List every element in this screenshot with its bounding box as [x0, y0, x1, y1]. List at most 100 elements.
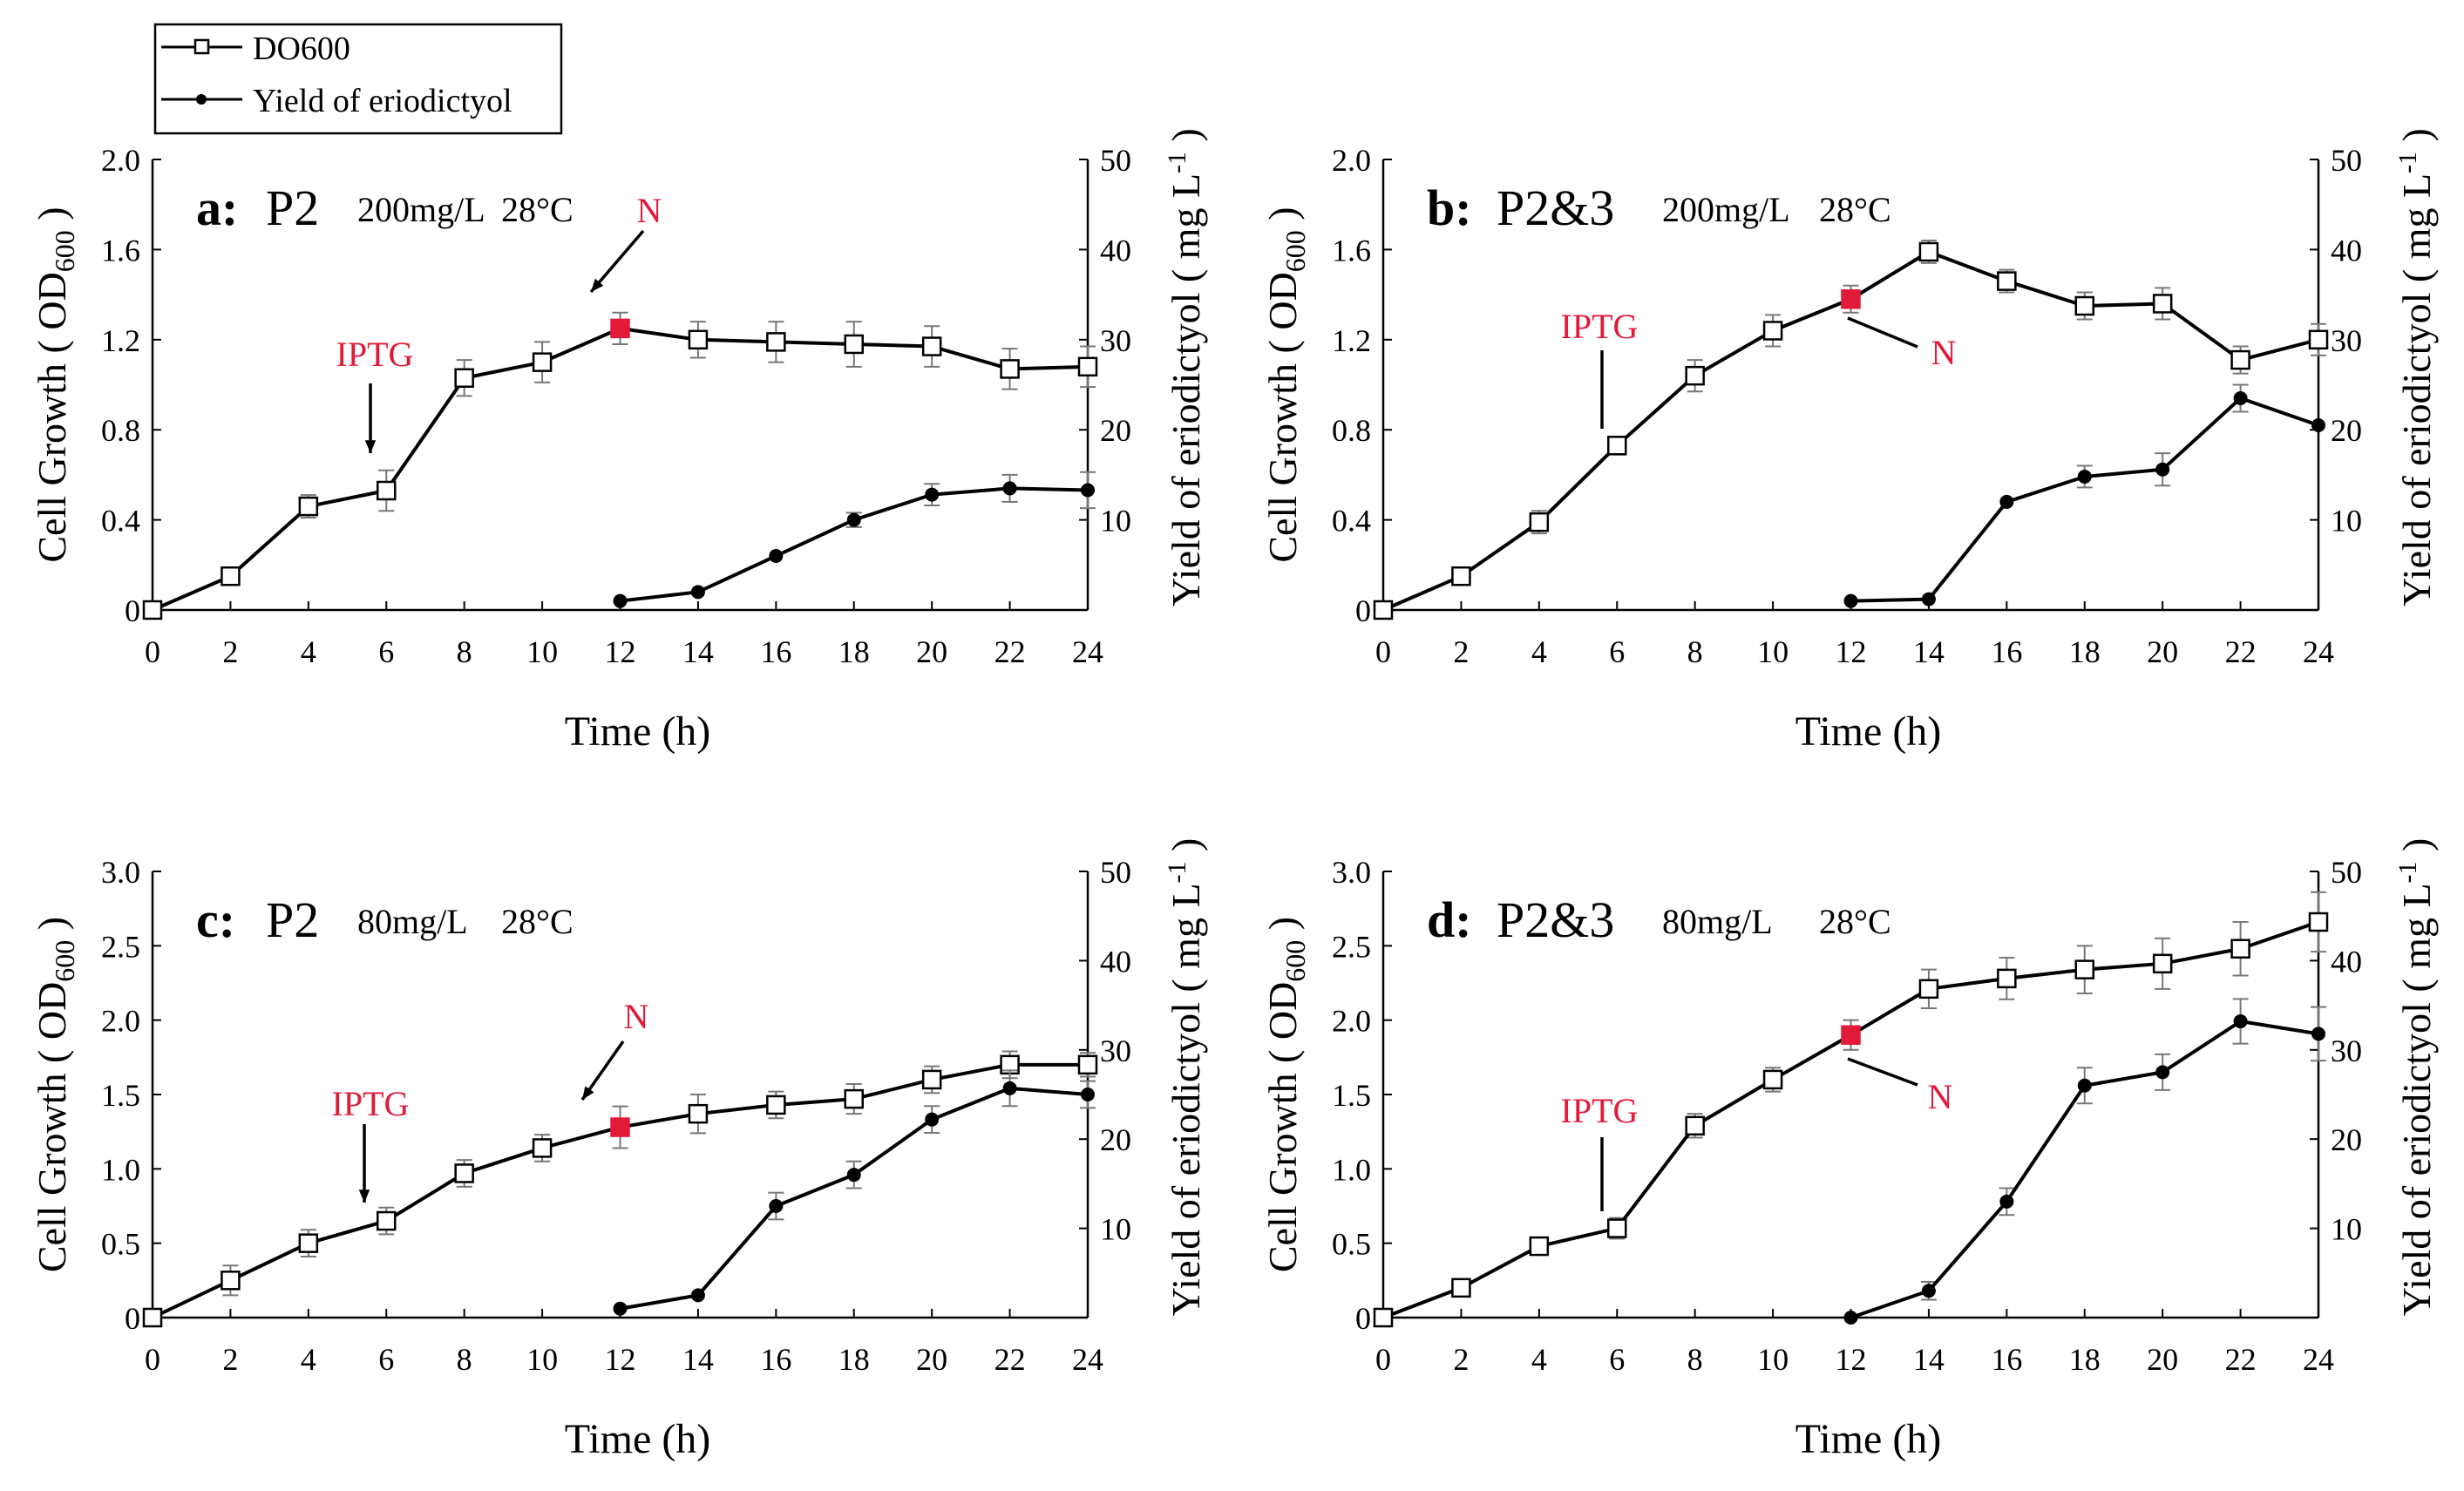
od600-marker: [2230, 939, 2250, 959]
od600-series: [142, 311, 1098, 620]
yield-marker: [1081, 1088, 1095, 1101]
od600-marker: [1607, 436, 1627, 456]
od600-marker: [2074, 295, 2094, 316]
y-right-tick-label: 40: [2331, 944, 2362, 979]
x-tick-label: 24: [1072, 1342, 1103, 1377]
annotation-arrowhead: [364, 440, 377, 453]
yield-marker: [2077, 1078, 2092, 1093]
od600-marker: [1529, 512, 1550, 532]
annotation-arrow: [589, 229, 645, 294]
y-left-axis-label: Cell Growth ( OD600 ): [30, 207, 80, 562]
panel-title-letter: b:: [1427, 180, 1472, 236]
y-right-tick-label: 10: [1100, 1212, 1131, 1247]
x-tick-label: 16: [760, 634, 791, 669]
y-right-axis-label: Yield of eriodictyol ( mg L-1 ): [2393, 128, 2439, 607]
legend-yield-marker: [196, 94, 207, 105]
y-left-tick-label: 0: [125, 1301, 140, 1336]
od600-marker: [1918, 979, 1939, 1000]
y-right-tick-label: 50: [1100, 143, 1131, 178]
x-tick-label: 18: [2069, 634, 2101, 669]
y-left-tick-label: 1.5: [1332, 1078, 1371, 1113]
od600-marker: [1077, 356, 1098, 377]
y-right-tick-label: 10: [2331, 504, 2362, 539]
y-left-tick-label: 1.0: [101, 1152, 140, 1187]
x-tick-label: 18: [838, 1342, 870, 1377]
od600-marker: [2152, 953, 2173, 974]
yield-marker: [613, 1301, 628, 1316]
yield-marker: [2311, 1027, 2325, 1041]
panel-condition: 28°C: [1819, 190, 1891, 229]
y-right-tick-label: 50: [2331, 855, 2362, 890]
x-tick-label: 2: [1453, 1342, 1469, 1377]
x-tick-label: 6: [1609, 1342, 1625, 1377]
od600-marker: [1997, 968, 2017, 989]
od600-marker: [532, 1138, 553, 1158]
od600-series: [1373, 891, 2329, 1328]
annotation-arrowhead: [358, 1189, 370, 1203]
chart-panel-c: 0 2 4 6 8 10 12 14 16 18 20 22 2400.51.01.52.02.53.0…: [30, 838, 1208, 1462]
od600-marker: [377, 1210, 397, 1231]
y-left-tick-label: 2.5: [1332, 929, 1371, 964]
od600-marker: [1685, 1115, 1705, 1136]
x-tick-label: 4: [1531, 1342, 1547, 1377]
panel-title-strain: P2: [266, 180, 319, 236]
y-left-axis-label: Cell Growth ( OD600 ): [1260, 207, 1311, 562]
n-annotation: N: [1847, 1057, 1952, 1116]
annotation-label: IPTG: [332, 1084, 410, 1123]
y-right-tick-label: 40: [1100, 944, 1131, 979]
y-right-tick-label: 30: [1100, 1034, 1131, 1068]
yield-marker: [2233, 391, 2248, 406]
y-right-tick-label: 10: [2331, 1212, 2362, 1247]
x-tick-label: 20: [916, 1342, 947, 1377]
yield-marker: [2233, 1014, 2248, 1029]
od600-marker: [2308, 329, 2329, 350]
yield-marker: [690, 1288, 705, 1303]
y-left-tick-label: 0: [1355, 1301, 1371, 1336]
y-left-tick-label: 2.0: [101, 1004, 140, 1039]
panel-title-strain: P2: [266, 891, 319, 948]
y-left-tick-label: 0: [1355, 593, 1371, 628]
yield-marker: [1999, 494, 2014, 509]
od600-marker: [1451, 1278, 1471, 1298]
highlight-marker: [610, 1117, 630, 1137]
annotation-label: IPTG: [1561, 307, 1639, 346]
od600-marker: [844, 1088, 864, 1109]
yield-marker: [769, 548, 784, 563]
x-tick-label: 2: [1453, 634, 1469, 669]
yield-marker: [1999, 1194, 2014, 1209]
yield-series: [1843, 998, 2326, 1325]
highlight-marker: [1841, 1025, 1861, 1045]
od600-marker: [1529, 1236, 1550, 1257]
x-axis-label: Time (h): [1795, 1416, 1942, 1462]
x-tick-label: 20: [916, 634, 947, 669]
y-right-tick-label: 30: [1100, 323, 1131, 358]
x-tick-label: 14: [682, 634, 714, 669]
x-tick-label: 6: [378, 1342, 394, 1377]
x-tick-label: 14: [1913, 634, 1945, 669]
iptg-annotation: IPTG: [332, 1084, 410, 1203]
annotation-arrowhead: [591, 278, 604, 292]
x-tick-label: 6: [1609, 634, 1625, 669]
y-left-tick-label: 0.8: [101, 413, 140, 448]
od600-marker: [1077, 1054, 1098, 1075]
od600-marker: [1997, 271, 2017, 291]
od600-marker: [221, 566, 241, 586]
x-tick-label: 16: [1991, 634, 2022, 669]
y-right-tick-label: 20: [2331, 1122, 2362, 1157]
x-tick-label: 24: [1072, 634, 1103, 669]
x-tick-label: 10: [526, 634, 558, 669]
yield-marker: [1843, 593, 1858, 608]
x-tick-label: 2: [222, 1342, 238, 1377]
x-tick-label: 8: [457, 634, 472, 669]
x-tick-label: 24: [2303, 634, 2334, 669]
yield-marker: [846, 512, 861, 527]
od600-marker: [688, 329, 709, 350]
od600-marker: [2308, 912, 2329, 932]
panel-condition: 28°C: [501, 190, 574, 229]
od600-series: [1373, 240, 2329, 620]
y-right-tick-label: 40: [2331, 233, 2362, 268]
series-line: [1382, 920, 2319, 1319]
od600-marker: [298, 1233, 319, 1253]
od600-marker: [766, 1095, 786, 1115]
chart-panel-b: 0 2 4 6 8 10 12 14 16 18 20 22 2400.40.81.21.62.0102…: [1260, 128, 2439, 755]
